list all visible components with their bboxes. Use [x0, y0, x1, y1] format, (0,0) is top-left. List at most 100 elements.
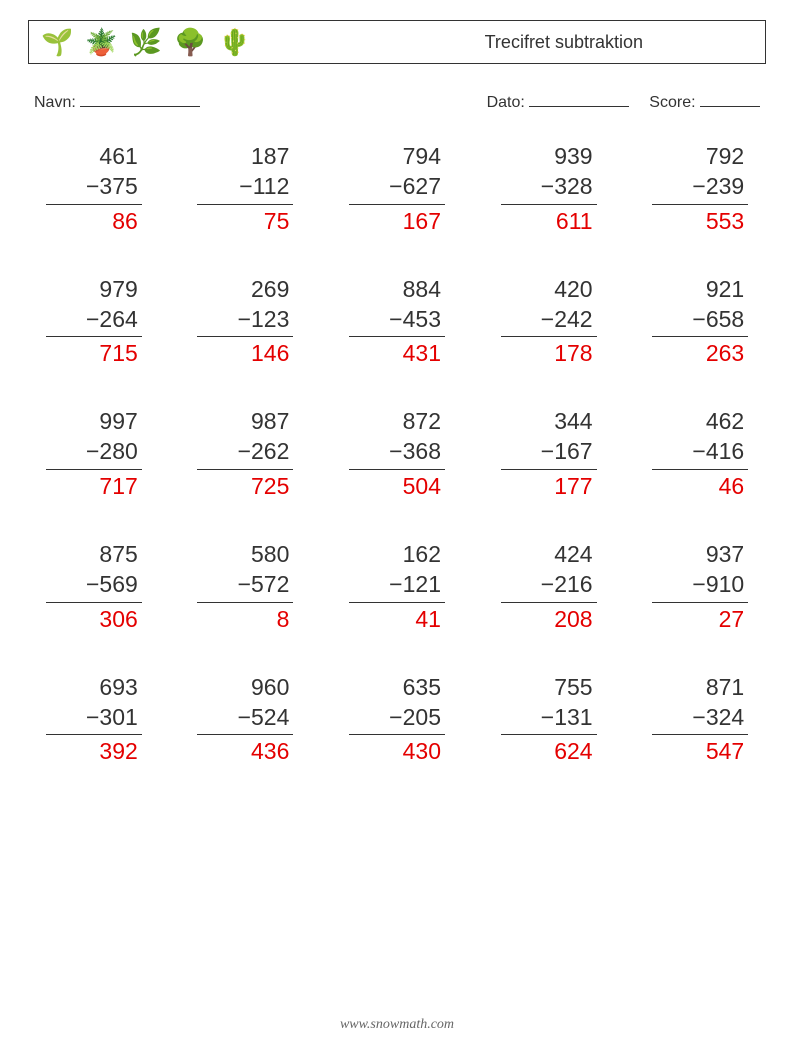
subtrahend: 453	[349, 305, 445, 338]
subtraction-problem: 46137586	[46, 142, 142, 237]
subtrahend: 123	[197, 305, 293, 338]
minuend: 693	[99, 673, 141, 703]
subtraction-problem: 960524436	[197, 673, 293, 768]
answer: 263	[706, 337, 748, 369]
minuend: 884	[403, 275, 445, 305]
answer: 46	[719, 470, 749, 502]
header-icons: 🌱 🪴 🌿 🌳 🌵	[41, 27, 251, 58]
minuend: 462	[706, 407, 748, 437]
subtraction-problem: 792239553	[652, 142, 748, 237]
subtraction-problem: 16212141	[349, 540, 445, 635]
minuend: 344	[554, 407, 596, 437]
problems-grid: 4613758618711275794627167939328611792239…	[28, 142, 766, 767]
subtraction-problem: 755131624	[501, 673, 597, 768]
subtraction-problem: 269123146	[197, 275, 293, 370]
answer: 431	[403, 337, 445, 369]
subtrahend: 658	[652, 305, 748, 338]
minuend: 872	[403, 407, 445, 437]
minuend: 269	[251, 275, 293, 305]
subtraction-problem: 979264715	[46, 275, 142, 370]
minuend: 580	[251, 540, 293, 570]
minuend: 987	[251, 407, 293, 437]
subtrahend: 262	[197, 437, 293, 470]
date-field: Dato:	[487, 92, 630, 112]
minuend: 997	[99, 407, 141, 437]
subtraction-problem: 424216208	[501, 540, 597, 635]
subtrahend: 167	[501, 437, 597, 470]
answer: 717	[99, 470, 141, 502]
subtraction-problem: 5805728	[197, 540, 293, 635]
answer: 436	[251, 735, 293, 767]
answer: 167	[403, 205, 445, 237]
subtrahend: 205	[349, 703, 445, 736]
subtrahend: 910	[652, 570, 748, 603]
subtrahend: 216	[501, 570, 597, 603]
plant-icon: 🌵	[219, 27, 251, 58]
answer: 553	[706, 205, 748, 237]
minuend: 937	[706, 540, 748, 570]
subtrahend: 569	[46, 570, 142, 603]
subtraction-problem: 344167177	[501, 407, 597, 502]
plant-icon: 🪴	[85, 27, 117, 58]
header-box: 🌱 🪴 🌿 🌳 🌵 Trecifret subtraktion	[28, 20, 766, 64]
subtrahend: 328	[501, 172, 597, 205]
minuend: 635	[403, 673, 445, 703]
minuend: 420	[554, 275, 596, 305]
minuend: 921	[706, 275, 748, 305]
answer: 177	[554, 470, 596, 502]
answer: 86	[112, 205, 142, 237]
answer: 725	[251, 470, 293, 502]
name-field: Navn:	[34, 92, 487, 112]
subtrahend: 280	[46, 437, 142, 470]
subtraction-problem: 872368504	[349, 407, 445, 502]
minuend: 187	[251, 142, 293, 172]
minuend: 979	[99, 275, 141, 305]
minuend: 939	[554, 142, 596, 172]
answer: 8	[277, 603, 294, 635]
subtraction-problem: 884453431	[349, 275, 445, 370]
answer: 178	[554, 337, 596, 369]
subtraction-problem: 987262725	[197, 407, 293, 502]
subtrahend: 121	[349, 570, 445, 603]
subtrahend: 239	[652, 172, 748, 205]
subtrahend: 301	[46, 703, 142, 736]
name-label: Navn:	[34, 94, 76, 111]
minuend: 792	[706, 142, 748, 172]
plant-icon: 🌱	[41, 27, 73, 58]
subtrahend: 324	[652, 703, 748, 736]
answer: 715	[99, 337, 141, 369]
plant-icon: 🌳	[174, 27, 206, 58]
subtraction-problem: 871324547	[652, 673, 748, 768]
answer: 208	[554, 603, 596, 635]
answer: 392	[99, 735, 141, 767]
answer: 306	[99, 603, 141, 635]
answer: 504	[403, 470, 445, 502]
minuend: 871	[706, 673, 748, 703]
minuend: 794	[403, 142, 445, 172]
name-underline	[80, 92, 200, 107]
minuend: 424	[554, 540, 596, 570]
minuend: 875	[99, 540, 141, 570]
score-field: Score:	[649, 92, 760, 112]
subtraction-problem: 93791027	[652, 540, 748, 635]
subtraction-problem: 921658263	[652, 275, 748, 370]
answer: 611	[556, 205, 597, 237]
subtraction-problem: 46241646	[652, 407, 748, 502]
subtrahend: 368	[349, 437, 445, 470]
plant-icon: 🌿	[130, 27, 162, 58]
subtraction-problem: 997280717	[46, 407, 142, 502]
subtraction-problem: 875569306	[46, 540, 142, 635]
subtrahend: 627	[349, 172, 445, 205]
subtrahend: 572	[197, 570, 293, 603]
minuend: 162	[403, 540, 445, 570]
subtrahend: 416	[652, 437, 748, 470]
answer: 430	[403, 735, 445, 767]
subtraction-problem: 693301392	[46, 673, 142, 768]
minuend: 755	[554, 673, 596, 703]
subtrahend: 112	[197, 172, 293, 205]
answer: 547	[706, 735, 748, 767]
worksheet-page: 🌱 🪴 🌿 🌳 🌵 Trecifret subtraktion Navn: Da…	[0, 0, 794, 787]
footer-url: www.snowmath.com	[0, 1017, 794, 1033]
subtraction-problem: 420242178	[501, 275, 597, 370]
info-row: Navn: Dato: Score:	[28, 92, 766, 112]
